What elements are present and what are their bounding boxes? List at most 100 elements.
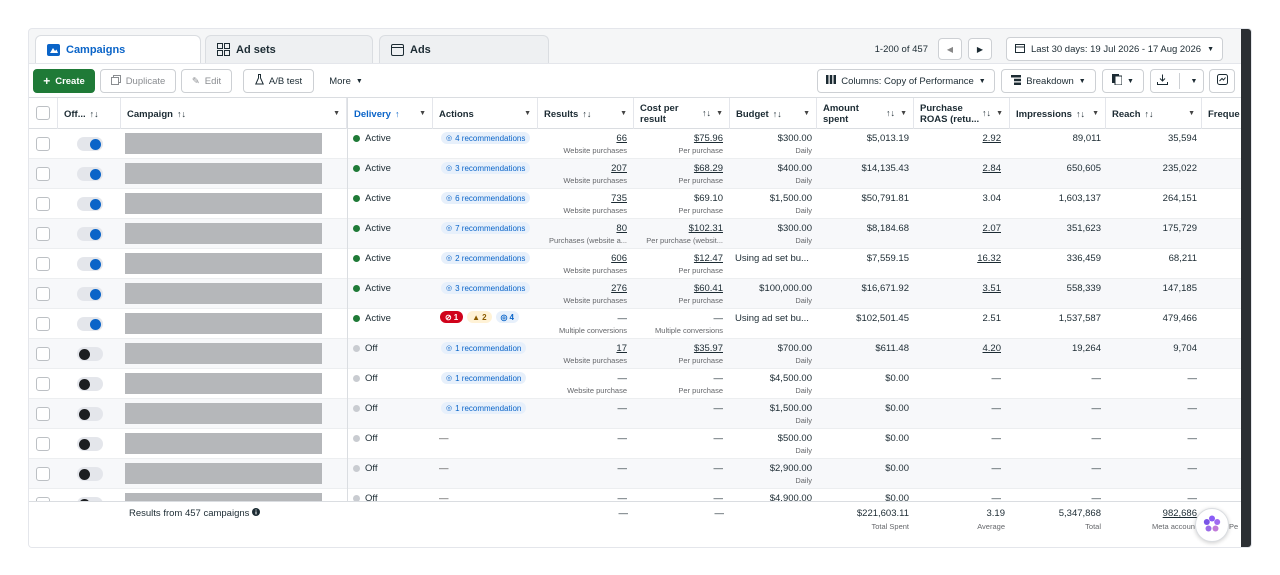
campaign-toggle[interactable]	[77, 347, 103, 361]
campaign-toggle[interactable]	[77, 137, 103, 151]
budget-value[interactable]: $400.00	[777, 163, 812, 174]
header-amount-spent[interactable]: Amount spent ↑↓ ▼	[817, 98, 914, 130]
campaign-name-redacted[interactable]	[125, 193, 322, 214]
columns-button[interactable]: Columns: Copy of Performance ▼	[817, 69, 995, 93]
recommendation-badge[interactable]: ◎ 4	[495, 311, 519, 323]
ab-test-button[interactable]: A/B test	[243, 69, 314, 93]
recommendations-pill[interactable]: ◎ 7 recommendations	[441, 222, 531, 234]
error-badge[interactable]: ⊘ 1	[440, 311, 464, 323]
purchase-roas-value[interactable]: 4.20	[982, 343, 1002, 354]
recommendations-pill[interactable]: ◎ 1 recommendation	[441, 342, 527, 354]
next-page-button[interactable]: ▶	[967, 38, 992, 60]
campaign-toggle[interactable]	[77, 467, 103, 481]
row-checkbox[interactable]	[36, 347, 50, 361]
results-value[interactable]: 80	[616, 223, 627, 234]
edit-button[interactable]: ✎ Edit	[181, 69, 232, 93]
prev-page-button[interactable]: ◀	[937, 38, 962, 60]
table-row[interactable]: Off ◎ 1 recommendation — Website purchase — Pe…	[29, 369, 1243, 399]
table-row[interactable]: Off — — — $2,900.00 Daily $0.00 — — —	[29, 459, 1243, 489]
campaign-toggle[interactable]	[77, 167, 103, 181]
duplicate-button[interactable]: Duplicate	[100, 69, 176, 93]
campaign-name-redacted[interactable]	[125, 433, 322, 454]
budget-value[interactable]: $4,900.00	[769, 493, 812, 501]
budget-value[interactable]: Using ad set bu...	[735, 313, 809, 324]
campaign-toggle[interactable]	[77, 407, 103, 421]
campaign-name-redacted[interactable]	[125, 223, 322, 244]
table-row[interactable]: Active ◎ 4 recommendations 66 Website purcha…	[29, 129, 1243, 159]
recommendations-pill[interactable]: ◎ 2 recommendations	[441, 252, 531, 264]
table-row[interactable]: Active ◎ 6 recommendations 735 Website purch…	[29, 189, 1243, 219]
row-checkbox[interactable]	[36, 197, 50, 211]
table-row[interactable]: Off ◎ 1 recommendation 17 Website purchases $…	[29, 339, 1243, 369]
results-value[interactable]: 17	[616, 343, 627, 354]
purchase-roas-value[interactable]: 2.07	[982, 223, 1002, 234]
results-value[interactable]: 66	[616, 133, 627, 144]
results-value[interactable]: 606	[611, 253, 627, 264]
recommendations-pill[interactable]: ◎ 3 recommendations	[441, 162, 531, 174]
budget-value[interactable]: $1,500.00	[769, 403, 812, 414]
results-value[interactable]: 207	[611, 163, 627, 174]
campaign-name-redacted[interactable]	[125, 373, 322, 394]
create-button[interactable]: + Create	[33, 69, 95, 93]
table-row[interactable]: Active ◎ 7 recommendations 80 Purchases (web…	[29, 219, 1243, 249]
campaign-toggle[interactable]	[77, 197, 103, 211]
breakdown-button[interactable]: Breakdown ▼	[1001, 69, 1096, 93]
row-checkbox[interactable]	[36, 137, 50, 151]
campaign-toggle[interactable]	[77, 437, 103, 451]
reports-button[interactable]: ▼	[1102, 69, 1144, 93]
recommendations-pill[interactable]: ◎ 1 recommendation	[441, 372, 527, 384]
purchase-roas-value[interactable]: 2.84	[982, 163, 1002, 174]
header-results[interactable]: Results ↑↓ ▼	[538, 98, 634, 130]
budget-value[interactable]: $100,000.00	[759, 283, 812, 294]
campaign-name-redacted[interactable]	[125, 403, 322, 424]
tab-ad-sets[interactable]: Ad sets	[205, 35, 373, 63]
row-checkbox[interactable]	[36, 317, 50, 331]
header-actions[interactable]: Actions ▼	[433, 98, 538, 130]
assistant-button[interactable]	[1195, 508, 1229, 542]
results-value[interactable]: 735	[611, 193, 627, 204]
budget-value[interactable]: $300.00	[777, 133, 812, 144]
results-value[interactable]: 276	[611, 283, 627, 294]
budget-value[interactable]: $2,900.00	[769, 463, 812, 474]
table-row[interactable]: Off — — — $4,900.00 $0.00 — — —	[29, 489, 1243, 501]
campaign-name-redacted[interactable]	[125, 313, 322, 334]
row-checkbox[interactable]	[36, 497, 50, 501]
recommendations-pill[interactable]: ◎ 6 recommendations	[441, 192, 531, 204]
warning-badge[interactable]: ▲ 2	[467, 311, 492, 323]
campaign-name-redacted[interactable]	[125, 493, 322, 501]
row-checkbox[interactable]	[36, 437, 50, 451]
header-budget[interactable]: Budget ↑↓ ▼	[730, 98, 817, 130]
row-checkbox[interactable]	[36, 377, 50, 391]
date-range-picker[interactable]: Last 30 days: 19 Jul 2026 - 17 Aug 2026 …	[1005, 37, 1223, 61]
budget-value[interactable]: Using ad set bu...	[735, 253, 809, 264]
cost-per-result-value[interactable]: $60.41	[693, 283, 723, 294]
row-checkbox[interactable]	[36, 467, 50, 481]
table-row[interactable]: Active ⊘ 1 ▲ 2 ◎ 4— Multiple conversions — Multip…	[29, 309, 1243, 339]
campaign-name-redacted[interactable]	[125, 133, 322, 154]
cost-per-result-value[interactable]: $102.31	[688, 223, 723, 234]
row-checkbox[interactable]	[36, 227, 50, 241]
purchase-roas-value[interactable]: 3.51	[982, 283, 1002, 294]
header-purchase-roas[interactable]: Purchase ROAS (retu... ↑↓ ▼	[914, 98, 1010, 130]
cost-per-result-value[interactable]: $35.97	[693, 343, 723, 354]
chart-panel-button[interactable]	[1209, 69, 1235, 93]
budget-value[interactable]: $500.00	[777, 433, 812, 444]
cost-per-result-value[interactable]: $75.96	[693, 133, 723, 144]
info-icon[interactable]	[252, 508, 261, 519]
header-cost-per-result[interactable]: Cost per result ↑↓ ▼	[634, 98, 730, 130]
select-all-checkbox[interactable]	[36, 106, 50, 120]
table-row[interactable]: Active ◎ 3 recommendations 207 Website purch…	[29, 159, 1243, 189]
campaign-name-redacted[interactable]	[125, 343, 322, 364]
row-checkbox[interactable]	[36, 287, 50, 301]
table-row[interactable]: Off ◎ 1 recommendation — — $1,500.00 Daily $0.0…	[29, 399, 1243, 429]
tab-ads[interactable]: Ads	[379, 35, 549, 63]
header-campaign[interactable]: Campaign ↑↓ ▼	[121, 98, 347, 130]
header-impressions[interactable]: Impressions ↑↓ ▼	[1010, 98, 1106, 130]
header-delivery[interactable]: Delivery ↑ ▼	[348, 98, 433, 130]
campaign-toggle[interactable]	[77, 317, 103, 331]
campaign-name-redacted[interactable]	[125, 163, 322, 184]
more-button[interactable]: More ▼	[321, 69, 371, 93]
campaign-toggle[interactable]	[77, 227, 103, 241]
campaign-name-redacted[interactable]	[125, 463, 322, 484]
campaign-toggle[interactable]	[77, 287, 103, 301]
